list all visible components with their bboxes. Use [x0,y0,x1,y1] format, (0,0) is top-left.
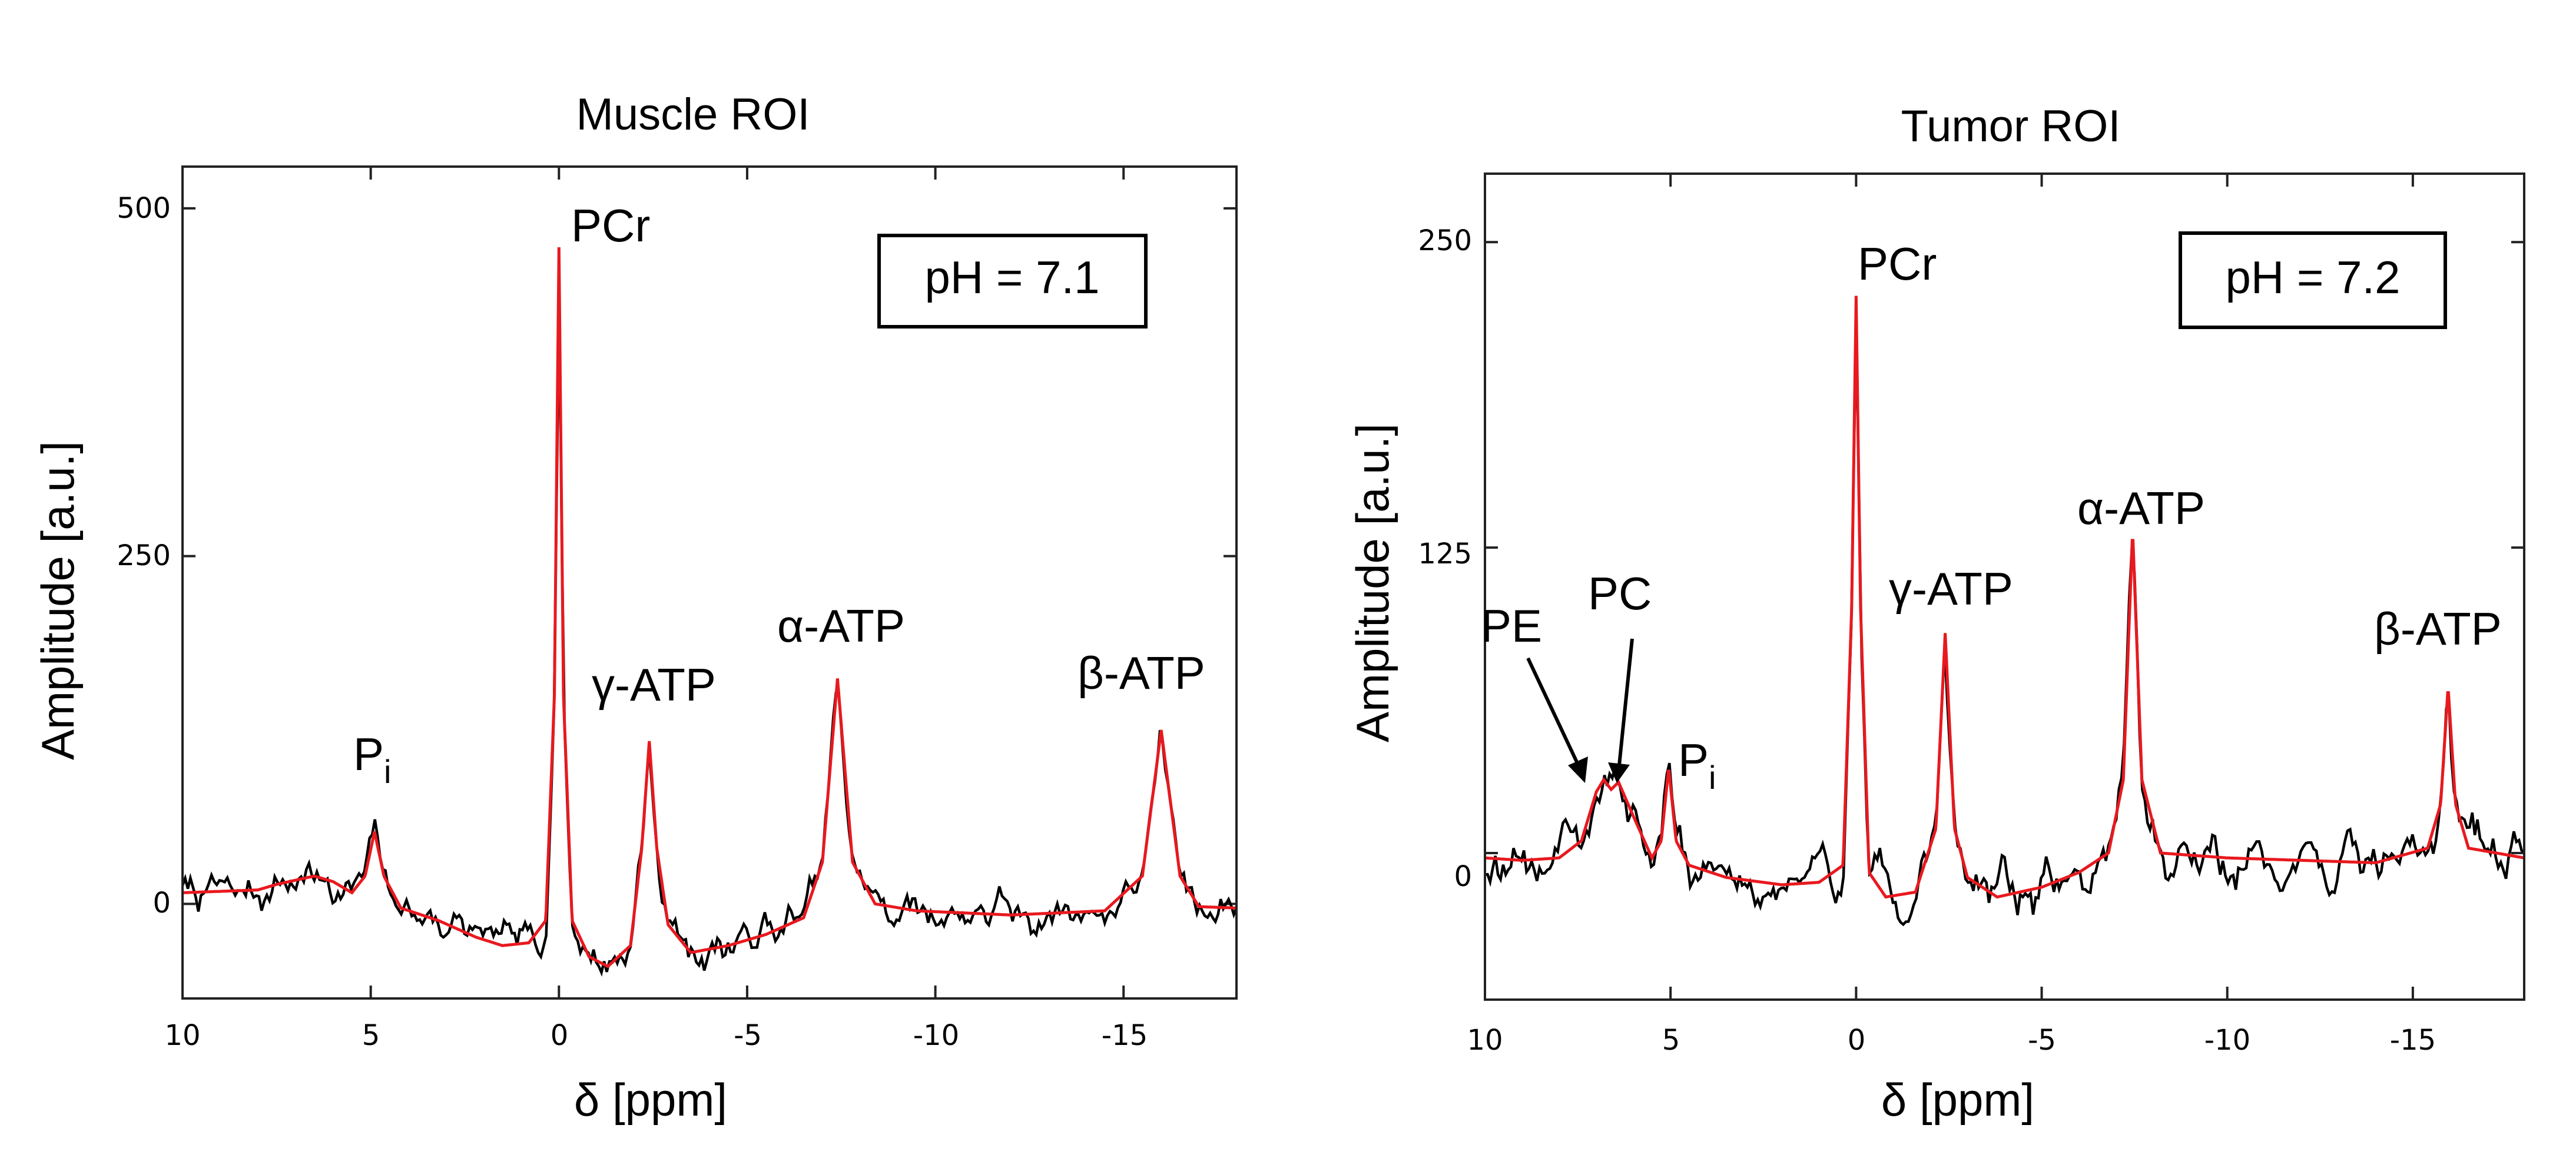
peak-label-beta-atp: β-ATP [1078,647,1205,699]
y-tick-labels: 0 125 250 [1418,224,1472,893]
x-tick-labels: 10 5 0 -5 -10 -15 [1467,1024,2436,1057]
arrows [1526,638,1634,783]
y-tick-label: 250 [117,539,171,572]
peak-label-beta-atp: β-ATP [2374,603,2502,655]
measured-spectrum-line [1485,326,2524,927]
axes-frame [181,165,1238,1000]
y-tick-label: 0 [152,887,171,920]
peak-label-pc: PC [1588,568,1652,619]
x-tick-label: 10 [1467,1024,1503,1057]
x-tick-label: 0 [1848,1024,1866,1057]
x-tick-label: -10 [2204,1024,2250,1057]
axes-frame [1484,172,2525,1001]
x-tick-label: -5 [2028,1024,2056,1057]
fitted-spectrum-line [1485,296,2524,899]
peak-label-pcr: PCr [1858,238,1937,290]
ph-value: pH = 7.2 [2225,251,2400,303]
pc-arrow [1617,638,1634,766]
peak-label-pi: Pi [353,728,391,790]
ph-box-frame [877,234,1148,329]
x-tick-label: 10 [164,1019,200,1052]
x-tick-label: 5 [362,1019,380,1052]
y-tick-label: 0 [1454,860,1472,893]
peak-label-pi: Pi [1678,734,1716,796]
measured-spectrum-line [183,301,1236,977]
ph-annotation-box: pH = 7.2 [2179,231,2447,329]
fitted-spectrum-line [183,247,1236,968]
peak-label-pe: PE [1481,600,1542,652]
chart-title: Tumor ROI [1901,101,2121,151]
peak-labels: Pi PCr γ-ATP α-ATP β-ATP [353,200,1205,790]
ph-box-frame [2179,231,2447,329]
y-tick-label: 125 [1418,537,1472,570]
peak-label-alpha-atp: α-ATP [2077,482,2205,534]
pe-arrow-head [1568,756,1588,783]
y-axis-label: Amplitude [a.u.] [32,441,84,760]
tumor-roi-panel: Tumor ROI Amplitude [a.u.] δ [ppm] 10 5 … [1347,101,2525,1126]
y-axis-label: Amplitude [a.u.] [1347,423,1398,742]
peak-label-alpha-atp: α-ATP [777,600,905,652]
x-axis-label: δ [ppm] [1881,1074,2034,1126]
ph-annotation-box: pH = 7.1 [877,234,1148,329]
y-tick-labels: 0 250 500 [117,192,171,920]
plot-area [1484,174,2524,1000]
y-tick-label: 500 [117,192,171,225]
x-tick-label: 5 [1662,1024,1680,1057]
peak-label-gamma-atp: γ-ATP [592,659,716,711]
y-tick-label: 250 [1418,224,1472,257]
peak-labels: PE PC Pi PCr γ-ATP α-ATP β-ATP [1481,238,2502,796]
x-axis-label: δ [ppm] [574,1074,727,1126]
muscle-roi-panel: Muscle ROI Amplitude [a.u.] δ [ppm] 10 5… [32,89,1238,1126]
pe-arrow [1526,657,1582,769]
plot-area [181,167,1236,998]
peak-label-pcr: PCr [571,200,650,251]
x-tick-labels: 10 5 0 -5 -10 -15 [164,1019,1148,1052]
x-tick-label: -15 [1102,1019,1148,1052]
pc-arrow-head [1608,762,1630,783]
x-tick-label: -15 [2390,1024,2436,1057]
ph-value: pH = 7.1 [924,251,1099,303]
x-tick-label: -10 [913,1019,959,1052]
x-tick-label: -5 [734,1019,762,1052]
peak-label-gamma-atp: γ-ATP [1889,563,2013,615]
chart-title: Muscle ROI [576,89,810,140]
x-tick-label: 0 [551,1019,569,1052]
